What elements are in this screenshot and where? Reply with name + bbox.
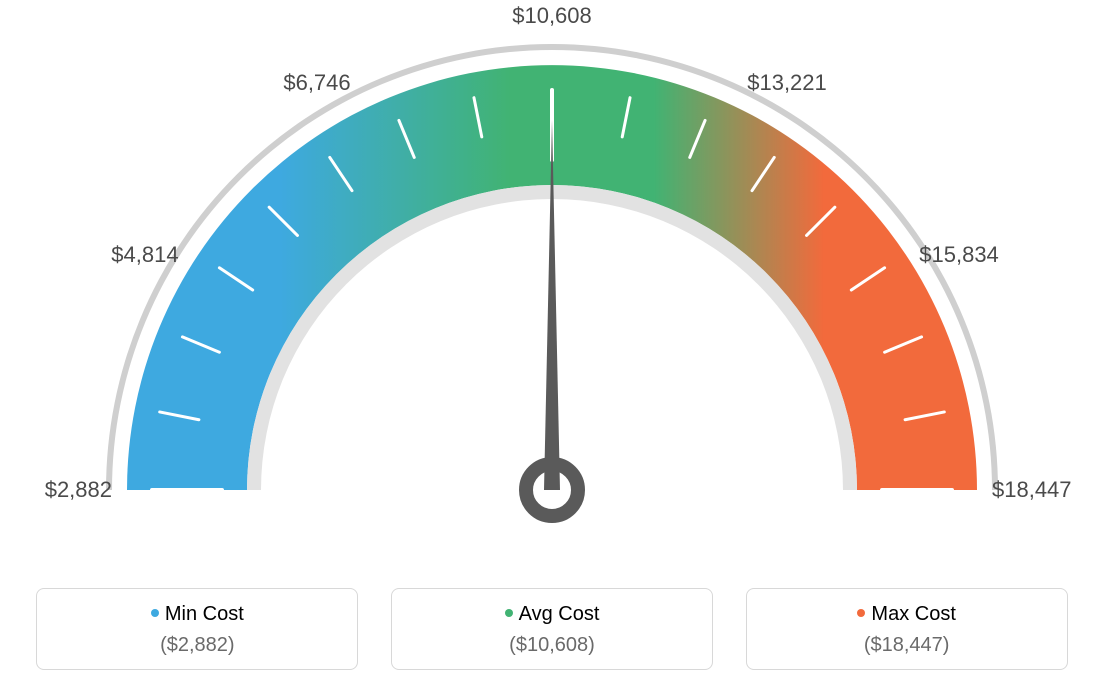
summary-cards-row: Min Cost ($2,882) Avg Cost ($10,608) Max… bbox=[0, 588, 1104, 670]
min-cost-card: Min Cost ($2,882) bbox=[36, 588, 358, 670]
gauge-scale-label: $13,221 bbox=[747, 70, 827, 96]
gauge-scale-label: $10,608 bbox=[512, 3, 592, 29]
max-cost-title: Max Cost bbox=[747, 603, 1067, 626]
min-cost-label-text: Min Cost bbox=[165, 603, 244, 625]
min-cost-value: ($2,882) bbox=[37, 634, 357, 657]
avg-cost-title: Avg Cost bbox=[392, 603, 712, 626]
max-cost-label-text: Max Cost bbox=[871, 603, 955, 625]
min-cost-dot bbox=[151, 609, 159, 617]
gauge-scale-label: $15,834 bbox=[919, 242, 999, 268]
avg-cost-label-text: Avg Cost bbox=[519, 603, 600, 625]
avg-cost-dot bbox=[505, 609, 513, 617]
gauge-scale-label: $4,814 bbox=[111, 242, 178, 268]
max-cost-dot bbox=[857, 609, 865, 617]
avg-cost-card: Avg Cost ($10,608) bbox=[391, 588, 713, 670]
gauge-scale-label: $2,882 bbox=[45, 477, 112, 503]
gauge-chart: $2,882 $4,814 $6,746 $10,608 $13,221 $15,834 $… bbox=[0, 0, 1104, 545]
gauge-scale-label: $18,447 bbox=[992, 477, 1072, 503]
gauge-scale-label: $6,746 bbox=[283, 70, 350, 96]
cost-gauge-container: $2,882 $4,814 $6,746 $10,608 $13,221 $15,834 $… bbox=[0, 0, 1104, 690]
min-cost-title: Min Cost bbox=[37, 603, 357, 626]
max-cost-value: ($18,447) bbox=[747, 634, 1067, 657]
max-cost-card: Max Cost ($18,447) bbox=[746, 588, 1068, 670]
avg-cost-value: ($10,608) bbox=[392, 634, 712, 657]
